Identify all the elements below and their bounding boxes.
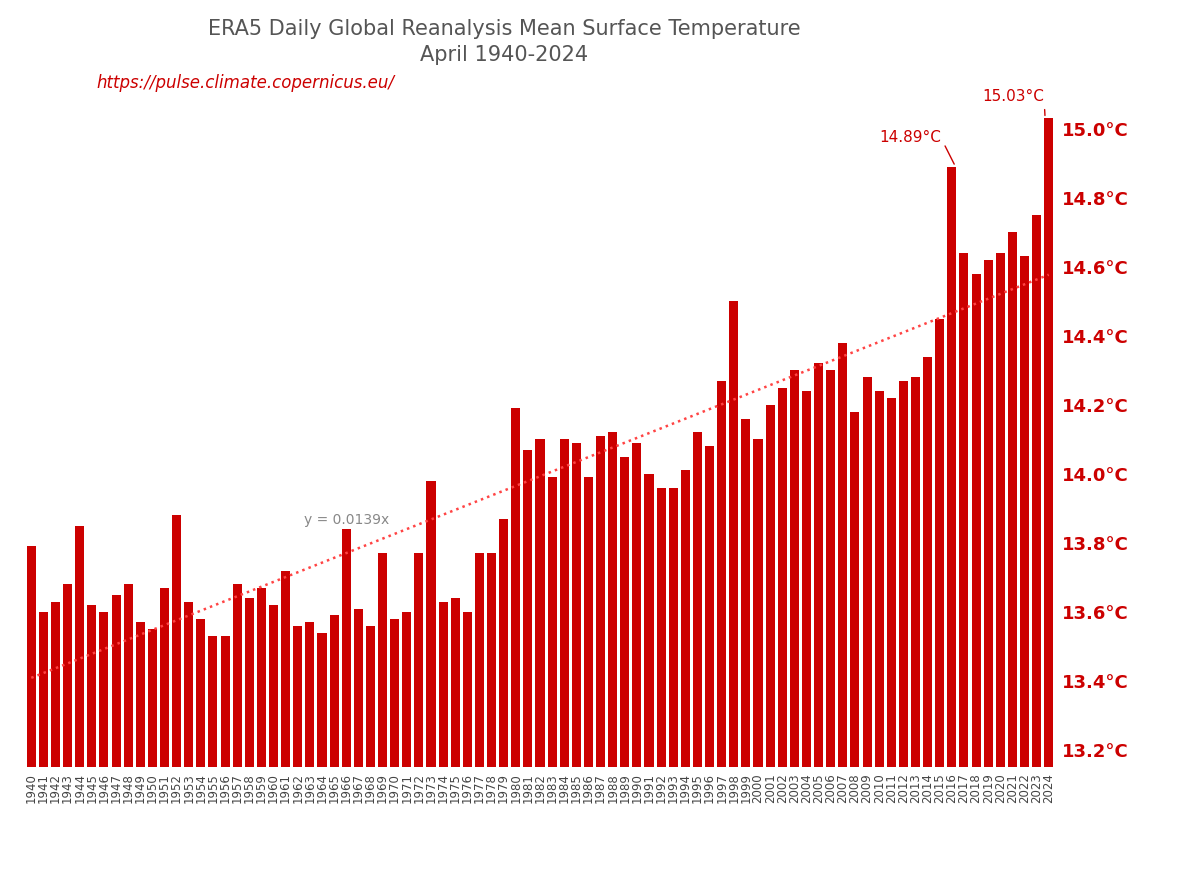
Bar [547,477,557,872]
Bar [305,623,314,872]
Bar [596,436,605,872]
Bar [620,457,629,872]
Bar [38,612,48,872]
Bar [438,602,448,872]
Text: April 1940-2024: April 1940-2024 [420,45,588,65]
Bar [899,381,908,872]
Bar [390,619,400,872]
Bar [160,588,169,872]
Bar [124,584,133,872]
Bar [64,584,72,872]
Bar [499,519,509,872]
Bar [984,260,992,872]
Bar [851,412,859,872]
Bar [754,439,762,872]
Bar [136,623,145,872]
Bar [814,364,823,872]
Bar [330,616,338,872]
Bar [608,433,617,872]
Bar [839,343,847,872]
Bar [112,595,120,872]
Bar [960,253,968,872]
Bar [511,408,521,872]
Bar [996,253,1004,872]
Bar [790,371,799,872]
Bar [88,605,96,872]
Bar [535,439,545,872]
Text: ERA5 Daily Global Reanalysis Mean Surface Temperature: ERA5 Daily Global Reanalysis Mean Surfac… [208,19,800,39]
Bar [50,602,60,872]
Bar [863,378,871,872]
Bar [463,612,472,872]
Text: y = 0.0139x: y = 0.0139x [304,513,389,527]
Bar [475,554,484,872]
Bar [644,473,654,872]
Bar [730,301,738,872]
Bar [197,619,205,872]
Bar [875,391,883,872]
Bar [706,446,714,872]
Bar [233,584,241,872]
Bar [76,526,84,872]
Bar [584,477,593,872]
Text: 15.03°C: 15.03°C [982,89,1045,115]
Bar [1032,215,1042,872]
Bar [923,357,932,872]
Bar [1008,232,1016,872]
Bar [656,487,666,872]
Bar [1044,119,1054,872]
Bar [523,450,533,872]
Bar [378,554,388,872]
Bar [692,433,702,872]
Text: https://pulse.climate.copernicus.eu/: https://pulse.climate.copernicus.eu/ [96,73,394,92]
Bar [766,405,775,872]
Bar [632,443,642,872]
Bar [742,419,750,872]
Bar [1020,256,1030,872]
Bar [718,381,726,872]
Bar [451,598,460,872]
Bar [281,570,290,872]
Bar [100,612,108,872]
Bar [487,554,496,872]
Text: 14.89°C: 14.89°C [880,131,954,164]
Bar [172,515,181,872]
Bar [559,439,569,872]
Bar [184,602,193,872]
Bar [257,588,266,872]
Bar [680,470,690,872]
Bar [366,626,374,872]
Bar [342,529,350,872]
Bar [826,371,835,872]
Bar [148,630,157,872]
Bar [245,598,254,872]
Bar [426,480,436,872]
Bar [414,554,424,872]
Bar [221,637,229,872]
Bar [887,398,896,872]
Bar [778,387,787,872]
Bar [972,274,980,872]
Bar [668,487,678,872]
Bar [402,612,412,872]
Bar [26,547,36,872]
Bar [947,167,956,872]
Bar [935,318,944,872]
Bar [354,609,362,872]
Bar [571,443,581,872]
Bar [802,391,811,872]
Bar [911,378,920,872]
Bar [209,637,217,872]
Bar [293,626,302,872]
Bar [318,633,326,872]
Bar [269,605,278,872]
